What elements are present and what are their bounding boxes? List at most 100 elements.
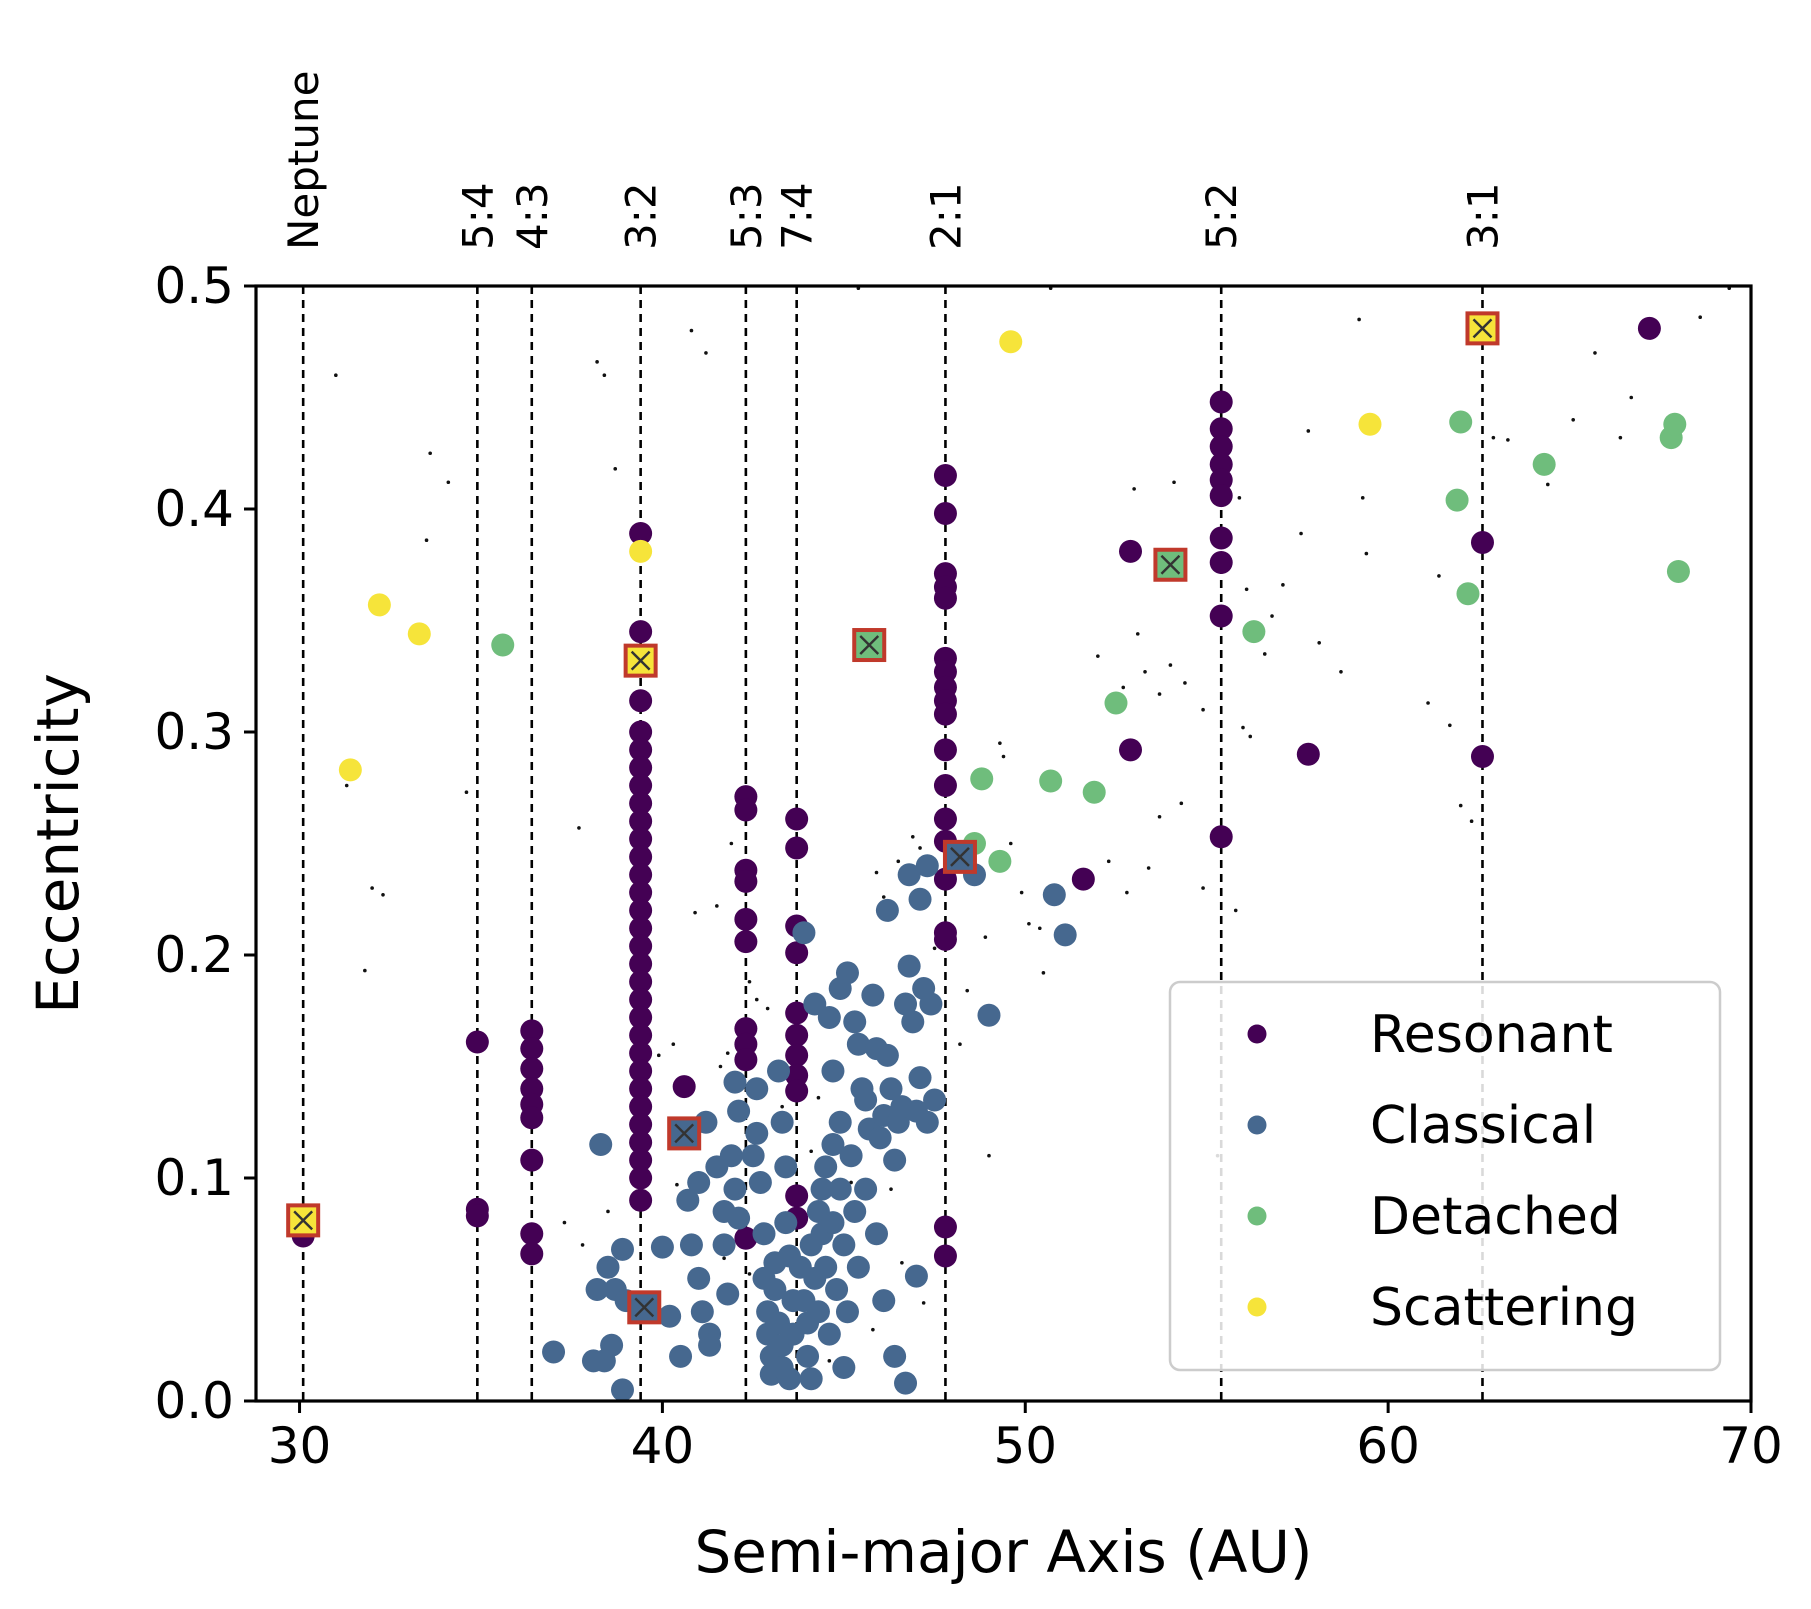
data-point [832, 1233, 856, 1257]
data-point [629, 1059, 653, 1083]
legend: Resonant Classical Detached Scattering [1168, 980, 1722, 1372]
data-point [817, 1005, 841, 1029]
x-axis-label: Semi-major Axis (AU) [694, 1518, 1312, 1586]
data-point [734, 1048, 758, 1072]
y-axis-label: Eccentricity [24, 673, 92, 1014]
legend-marker [1247, 1115, 1267, 1135]
data-point [806, 1300, 830, 1324]
legend-item-detached: Detached [1247, 1187, 1621, 1247]
data-point [629, 934, 653, 958]
background-dot [1281, 583, 1285, 587]
data-point [933, 464, 957, 488]
data-point [915, 854, 939, 878]
background-dot [595, 360, 599, 364]
background-dot [722, 1256, 726, 1261]
background-dot [725, 1051, 730, 1055]
legend-item-scattering: Scattering [1247, 1278, 1638, 1338]
background-dot [381, 892, 385, 897]
data-point [629, 809, 653, 833]
data-point [854, 1177, 878, 1201]
data-point [839, 1144, 863, 1168]
highlighted-points [286, 311, 1500, 1325]
background-dot [816, 1095, 821, 1100]
data-point [785, 1043, 809, 1067]
data-point [672, 1075, 696, 1099]
data-point [1071, 867, 1095, 891]
background-dot [1132, 487, 1136, 491]
data-point [658, 1304, 682, 1328]
background-dot [849, 1180, 853, 1185]
data-point [585, 1278, 609, 1301]
data-point [1039, 769, 1063, 793]
data-point [629, 898, 653, 922]
data-point [814, 1155, 838, 1179]
background-dot [1027, 921, 1031, 926]
background-dot [1001, 754, 1006, 759]
data-point [1470, 745, 1494, 769]
data-point [821, 1133, 845, 1157]
data-point [745, 1077, 769, 1101]
data-point [629, 916, 653, 940]
background-dot [562, 1220, 567, 1225]
data-point [629, 720, 653, 744]
background-dot [1357, 317, 1361, 322]
resonance-label: 2:1 [921, 182, 970, 250]
data-point [629, 881, 653, 905]
data-point [785, 1184, 809, 1208]
background-dot [921, 1301, 926, 1305]
background-dot [675, 1182, 679, 1187]
background-dot [1244, 587, 1249, 592]
data-point [629, 689, 653, 713]
background-dot [1179, 801, 1184, 806]
data-point [687, 1266, 711, 1290]
data-point [843, 1010, 867, 1034]
data-point [821, 1211, 845, 1235]
background-dot [1458, 803, 1463, 808]
data-point [1209, 417, 1233, 441]
data-point [734, 798, 758, 822]
data-point [897, 954, 921, 978]
background-dot [1096, 654, 1100, 658]
background-dot [446, 480, 451, 485]
legend-item-resonant: Resonant [1247, 1005, 1613, 1065]
data-point [901, 1010, 925, 1034]
data-point [933, 702, 957, 726]
data-point [828, 1177, 852, 1201]
data-point [1209, 551, 1233, 575]
background-dot [1125, 890, 1129, 895]
background-dot [370, 886, 374, 890]
background-dot [1172, 480, 1176, 485]
background-dot [1262, 652, 1267, 656]
data-point [610, 1378, 634, 1402]
background-dot [747, 979, 752, 984]
data-point [796, 1344, 820, 1368]
data-point [763, 1278, 787, 1301]
background-dot [896, 859, 901, 864]
background-dot [1364, 551, 1369, 556]
background-dot [1106, 859, 1111, 864]
data-point [897, 863, 921, 887]
legend-frame [1168, 980, 1722, 1372]
background-dot [1019, 890, 1024, 895]
series-scattering [338, 330, 1382, 782]
data-point [679, 1233, 703, 1257]
background-dot [344, 783, 349, 788]
data-point [629, 620, 653, 644]
background-dot [1506, 438, 1510, 442]
background-dot [693, 910, 697, 915]
background-dot [1593, 351, 1597, 355]
data-point [785, 836, 809, 860]
y-tick-label: 0.3 [154, 703, 234, 761]
data-point [1209, 825, 1233, 849]
data-point [923, 1088, 947, 1112]
background-dot [1135, 632, 1140, 636]
background-dot [689, 328, 694, 333]
data-point [734, 907, 758, 931]
data-point [338, 758, 362, 782]
data-point [629, 1112, 653, 1136]
data-point [1082, 780, 1106, 804]
data-point [846, 1255, 870, 1279]
data-point [988, 849, 1012, 873]
background-dot [424, 538, 429, 543]
data-point [933, 927, 957, 951]
